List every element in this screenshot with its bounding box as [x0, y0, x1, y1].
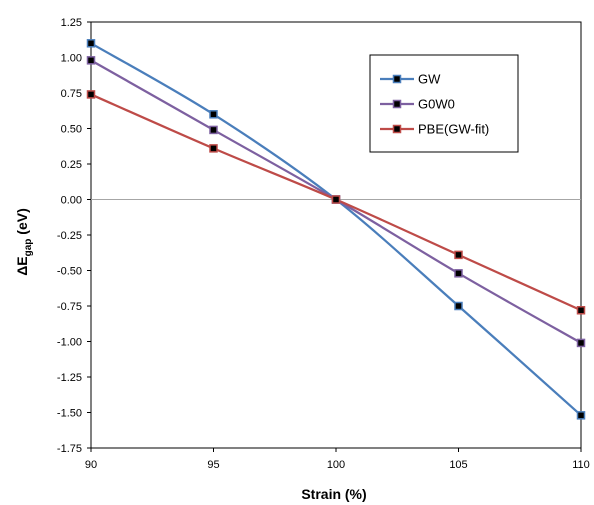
y-tick-label: -0.75 [57, 301, 82, 313]
data-point-marker [576, 411, 586, 420]
data-point-marker [576, 338, 586, 348]
y-tick-label: -1.25 [57, 372, 82, 384]
legend-marker [392, 99, 402, 109]
y-tick-label: 0.00 [61, 195, 82, 207]
y-tick-label: -1.50 [57, 408, 82, 420]
data-point-marker [454, 269, 463, 278]
x-tick-label: 100 [327, 459, 345, 471]
y-tick-label: 0.75 [61, 88, 82, 100]
data-point-marker [454, 301, 463, 311]
legend-marker [392, 124, 402, 134]
y-tick-label: -0.50 [57, 266, 82, 278]
x-tick-label: 95 [207, 459, 219, 471]
data-point-marker [576, 306, 586, 315]
y-axis-ticks: 1.25 1.00 0.75 0.50 0.25 0.00 -0.25 -0.50 -0.75 -… [57, 17, 91, 455]
data-point-marker [209, 110, 218, 119]
data-point-marker [209, 144, 218, 153]
y-tick-label: 0.25 [61, 159, 82, 171]
legend-label: PBE(GW-fit) [418, 122, 489, 137]
data-point-marker [331, 195, 341, 204]
y-axis-title-sub: gap [23, 239, 34, 257]
y-tick-label: 0.50 [61, 124, 82, 136]
series-lines [86, 39, 586, 420]
legend-label: G0W0 [418, 97, 455, 112]
legend-label: GW [418, 72, 441, 87]
data-point-marker [86, 90, 96, 99]
x-tick-label: 110 [572, 459, 590, 471]
x-axis-ticks: 90 95 100 105 110 [85, 448, 590, 471]
y-axis-title: ΔEgap (eV) [14, 208, 34, 276]
y-tick-label: 1.00 [61, 53, 82, 65]
data-point-marker [86, 56, 96, 65]
data-point-marker [454, 250, 463, 260]
y-tick-label: -1.00 [57, 337, 82, 349]
data-point-marker [86, 39, 96, 48]
data-point-marker [209, 125, 218, 135]
legend: GW G0W0 PBE(GW-fit) [369, 54, 519, 153]
x-tick-label: 105 [449, 459, 467, 471]
y-tick-label: 1.25 [61, 17, 82, 29]
y-axis-title-main: ΔE [14, 256, 30, 275]
y-tick-label: -1.75 [57, 443, 82, 455]
x-tick-label: 90 [85, 459, 97, 471]
legend-marker [392, 74, 402, 84]
y-axis-title-unit: (eV) [14, 208, 30, 238]
y-tick-label: -0.25 [57, 230, 82, 242]
x-axis-title: Strain (%) [301, 486, 366, 502]
